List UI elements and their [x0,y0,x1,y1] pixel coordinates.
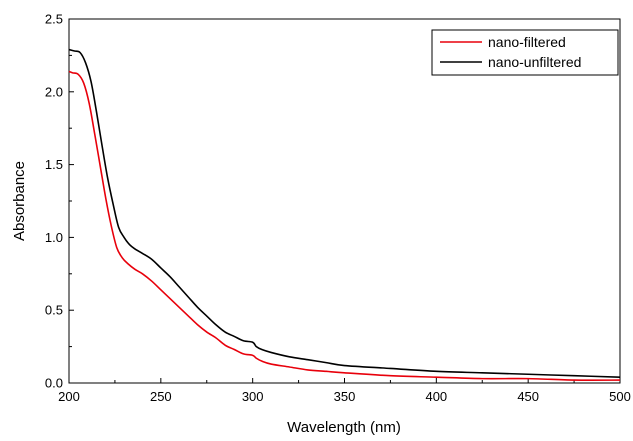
x-tick-label: 250 [150,389,172,404]
series-line-nano-unfiltered [68,48,621,378]
plot-area: 200 250 300 350 400 450 500 0.0 0.5 1.0 1.5 2.0 2.5 [45,12,631,405]
series-lines [68,48,621,381]
legend-items: nano-filtered nano-unfiltered [440,34,581,70]
y-tick-label: 1.0 [45,230,63,245]
x-tick-label: 300 [242,389,264,404]
y-tick-label: 1.5 [45,157,63,172]
y-tick-label: 2.0 [45,84,63,99]
legend-label-nano-unfiltered: nano-unfiltered [488,54,581,70]
axis-ticks: 200 250 300 350 400 450 500 0.0 0.5 1.0 1.5 2.0 2.5 [45,12,631,405]
legend-box [431,29,619,76]
x-tick-label: 400 [425,389,447,404]
x-tick-label: 450 [517,389,539,404]
x-tick-label: 350 [334,389,356,404]
legend-label-nano-filtered: nano-filtered [488,34,566,50]
x-tick-label: 200 [58,389,80,404]
series-line-nano-filtered [68,70,621,381]
y-axis-label: Absorbance [11,161,28,241]
legend: nano-filtered nano-unfiltered [431,29,619,76]
y-tick-label: 0.0 [45,376,63,391]
x-axis-label: Wavelength (nm) [287,419,401,436]
y-tick-label: 0.5 [45,303,63,318]
y-tick-label: 2.5 [45,12,63,27]
x-tick-label: 500 [609,389,631,404]
